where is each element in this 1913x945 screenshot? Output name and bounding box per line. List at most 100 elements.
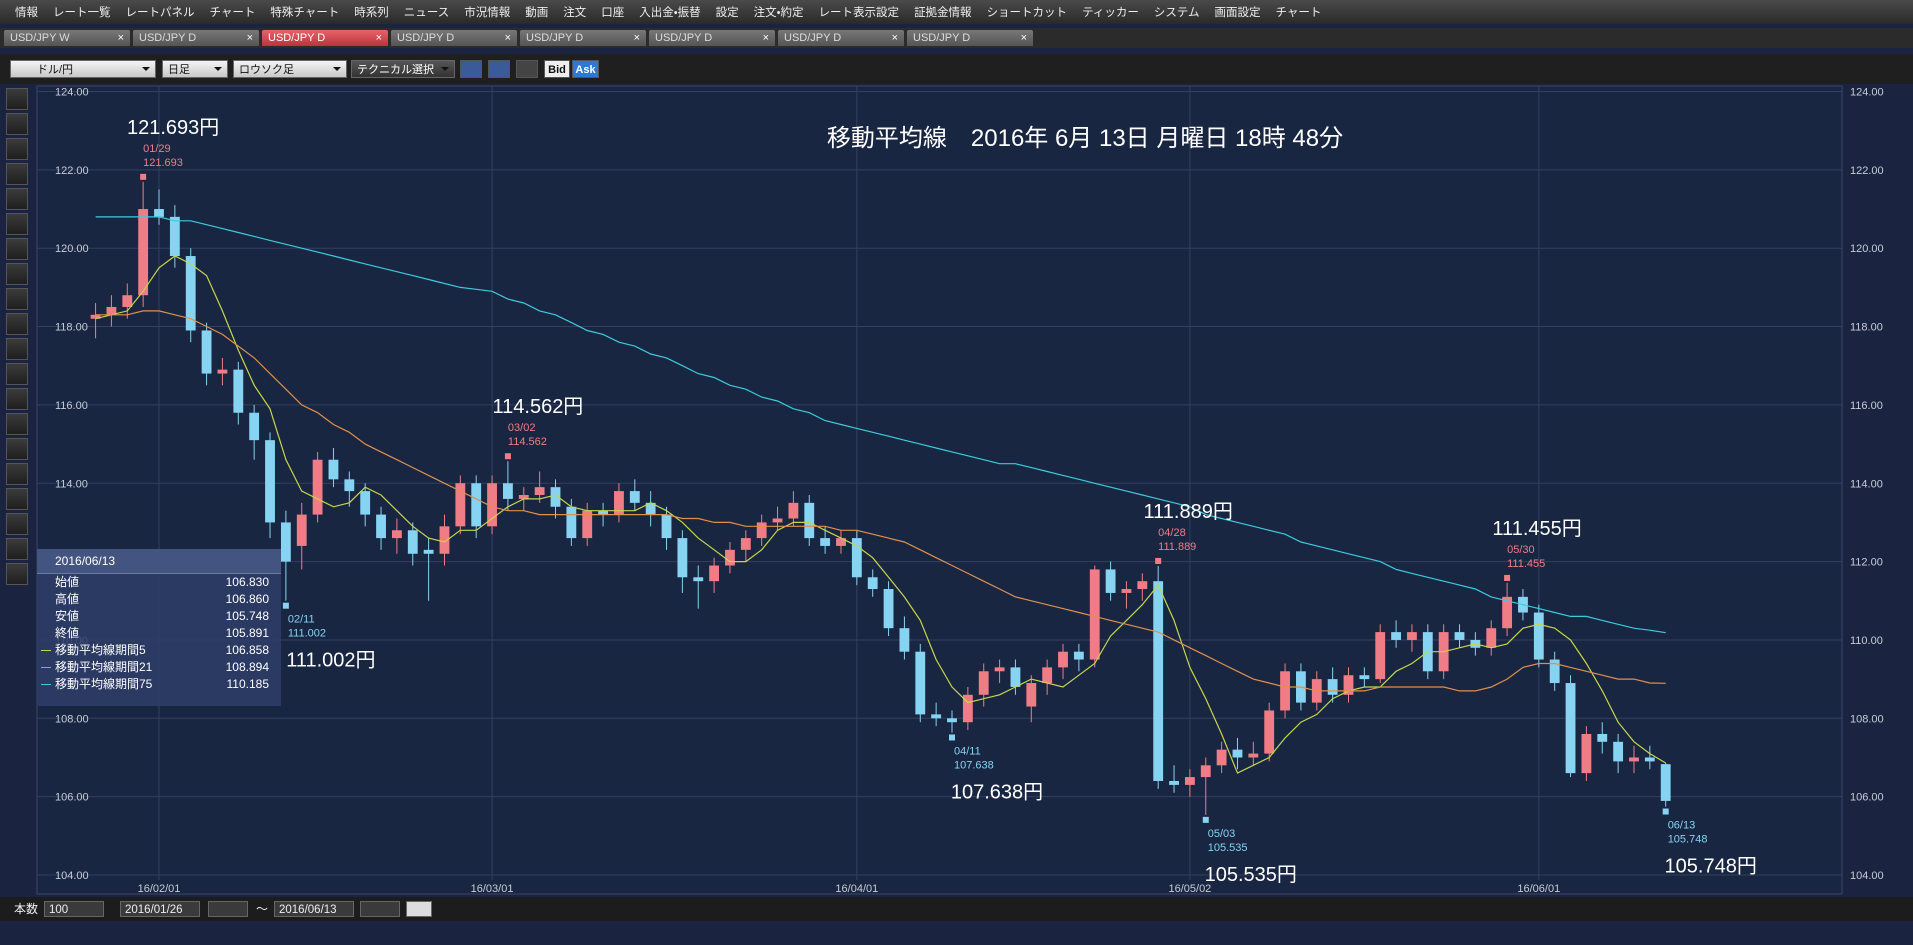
tool-button[interactable]	[6, 213, 28, 235]
tab-close[interactable]: ×	[633, 32, 640, 44]
menu-item[interactable]: 情報	[15, 7, 38, 19]
range-separator: ～	[256, 902, 269, 916]
tool-button[interactable]	[6, 238, 28, 260]
to-time[interactable]	[360, 901, 400, 917]
tab-close[interactable]: ×	[762, 32, 769, 44]
tool-button[interactable]	[6, 388, 28, 410]
candle-body	[1613, 741, 1624, 762]
tool-button[interactable]	[6, 313, 28, 335]
pair-select[interactable]: ドル/円	[10, 60, 156, 78]
bid-button[interactable]: Bid	[544, 60, 570, 78]
annotation-date: 03/02	[508, 422, 536, 434]
tab-close[interactable]: ×	[375, 32, 382, 44]
period-select[interactable]: 日足	[162, 60, 228, 78]
candle-body	[122, 295, 133, 307]
tab[interactable]: USD/JPY D ×	[778, 30, 904, 46]
tab[interactable]: USD/JPY D ×	[907, 30, 1033, 46]
tool-button[interactable]	[6, 438, 28, 460]
info-row: 移動平均線期間5 106.858	[37, 642, 281, 659]
tool-button[interactable]	[6, 338, 28, 360]
tool-button[interactable]	[6, 138, 28, 160]
candle-body	[1153, 581, 1164, 781]
info-value: 105.891	[225, 626, 269, 640]
annotation-date: 05/30	[1507, 544, 1535, 556]
menu-item[interactable]: レート一覧	[53, 7, 111, 19]
tab-close[interactable]: ×	[504, 32, 511, 44]
style-select[interactable]: ロウソク足	[233, 60, 347, 78]
menu-item[interactable]: チャート	[209, 7, 256, 19]
tool-button[interactable]	[6, 188, 28, 210]
candle-body	[280, 522, 291, 562]
chart-button[interactable]	[516, 60, 538, 78]
candle-body	[407, 530, 418, 554]
menu-item[interactable]: 口座	[601, 7, 625, 19]
extreme-marker	[140, 173, 147, 180]
technical-select[interactable]: テクニカル選択	[351, 60, 455, 78]
candle-body	[756, 522, 767, 539]
draw-button[interactable]	[460, 60, 482, 78]
tab-close[interactable]: ×	[1020, 32, 1027, 44]
menu-item[interactable]: 動画	[525, 7, 549, 19]
tab[interactable]: USD/JPY D ×	[391, 30, 517, 46]
tab-close[interactable]: ×	[117, 32, 124, 44]
menu-item[interactable]: 注文	[563, 7, 587, 19]
menu-item[interactable]: 特殊チャート	[270, 7, 340, 19]
x-tick-label: 16/04/01	[835, 883, 878, 895]
ask-button[interactable]: Ask	[572, 60, 599, 78]
count-field[interactable]: 100	[44, 901, 104, 917]
legend-label: 移動平均線期間5	[55, 643, 146, 657]
tool-button[interactable]	[6, 563, 28, 585]
candle-body	[534, 487, 545, 496]
tool-button[interactable]	[6, 463, 28, 485]
tool-button[interactable]	[6, 113, 28, 135]
candle-body	[836, 538, 846, 546]
tab[interactable]: USD/JPY D ×	[262, 30, 388, 46]
menu-item[interactable]: ティッカー	[1082, 7, 1139, 19]
tab[interactable]: USD/JPY W ×	[4, 30, 130, 46]
menu-item[interactable]: レート表示設定	[818, 7, 900, 19]
menu-item[interactable]: レートパネル	[125, 7, 195, 19]
menu-item[interactable]: チャート	[1275, 7, 1322, 19]
menu-item[interactable]: 時系列	[354, 7, 389, 19]
menu-item[interactable]: 市況情報	[464, 7, 511, 19]
to-date[interactable]: 2016/06/13	[274, 901, 354, 917]
from-time[interactable]	[208, 901, 248, 917]
tab[interactable]: USD/JPY D ×	[133, 30, 259, 46]
candle-body	[439, 526, 450, 554]
tool-button[interactable]	[6, 413, 28, 435]
candle-body	[582, 510, 593, 539]
candle-body	[360, 491, 371, 515]
info-rows: 始値 106.830 高値 106.860 安値 105.748 終値 105.891 移動平均…	[37, 574, 281, 693]
tab[interactable]: USD/JPY D ×	[520, 30, 646, 46]
annotation-date: 05/03	[1208, 828, 1236, 840]
tool-button[interactable]	[6, 263, 28, 285]
info-button[interactable]	[488, 60, 510, 78]
apply-button[interactable]	[406, 901, 432, 917]
tool-button[interactable]	[6, 538, 28, 560]
menu-item[interactable]: 画面設定	[1214, 7, 1261, 19]
tool-button[interactable]	[6, 488, 28, 510]
menu-item[interactable]: 証拠金情報	[914, 7, 972, 19]
tab-close[interactable]: ×	[891, 32, 898, 44]
menu-item[interactable]: ショートカット	[986, 7, 1068, 19]
menu-item[interactable]: 入出金・振替	[639, 7, 701, 19]
tool-button[interactable]	[6, 513, 28, 535]
tool-button[interactable]	[6, 163, 28, 185]
tool-button[interactable]	[6, 88, 28, 110]
tab-close[interactable]: ×	[246, 32, 253, 44]
candle-body	[725, 549, 735, 566]
annotation-date: 01/29	[143, 143, 171, 155]
candle-body	[217, 369, 228, 374]
menu-item[interactable]: システム	[1153, 7, 1200, 19]
candle-body	[1502, 596, 1513, 629]
y-tick-label: 116.00	[55, 400, 88, 412]
menu-item[interactable]: ニュース	[403, 7, 450, 19]
tool-button[interactable]	[6, 288, 28, 310]
candle-body	[820, 538, 831, 546]
menu-item[interactable]: 設定	[715, 7, 739, 19]
menu-item[interactable]: 注文・約定	[753, 7, 804, 19]
tool-button[interactable]	[6, 363, 28, 385]
tab[interactable]: USD/JPY D ×	[649, 30, 775, 46]
from-date[interactable]: 2016/01/26	[120, 901, 200, 917]
moving-average-line	[95, 255, 1667, 774]
